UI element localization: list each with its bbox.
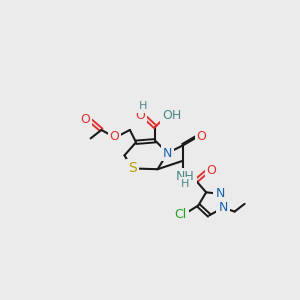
Text: OH: OH bbox=[162, 109, 181, 122]
Text: H: H bbox=[139, 101, 147, 111]
Text: NH: NH bbox=[176, 169, 195, 183]
Text: O: O bbox=[110, 130, 119, 143]
Text: N: N bbox=[218, 201, 228, 214]
Text: Cl: Cl bbox=[175, 208, 187, 221]
Text: H: H bbox=[181, 179, 190, 189]
Text: O: O bbox=[196, 130, 206, 142]
Text: O: O bbox=[136, 109, 146, 122]
Text: N: N bbox=[215, 187, 225, 200]
Text: N: N bbox=[163, 146, 172, 160]
Text: O: O bbox=[207, 164, 216, 177]
Text: O: O bbox=[80, 113, 90, 126]
Text: S: S bbox=[128, 161, 136, 176]
